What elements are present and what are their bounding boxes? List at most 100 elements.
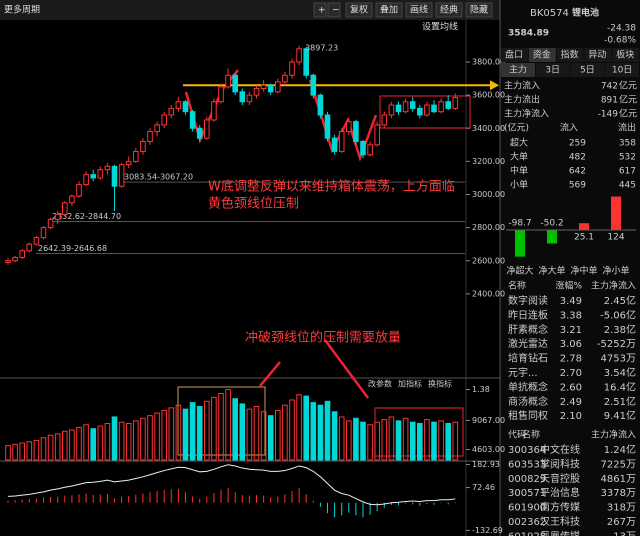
tab[interactable] [528, 48, 556, 62]
volume-bar [133, 420, 139, 461]
tool-button-label: + [318, 6, 326, 16]
name: 锂电池 [572, 7, 599, 19]
list-cell: 掌阅科技 [540, 457, 580, 470]
candle-body [338, 131, 345, 152]
candle-body [204, 119, 210, 139]
volume-bar [289, 399, 295, 461]
subtab[interactable] [535, 63, 570, 77]
flow-cell: 超大 [510, 137, 528, 149]
volume-bar [189, 402, 196, 461]
list-cell: 318万 [607, 503, 636, 514]
tool-button[interactable] [375, 2, 403, 18]
list-cell: 267万 [607, 517, 636, 528]
volume-bar [83, 424, 89, 461]
candle-body [282, 74, 288, 83]
tool-button[interactable] [313, 2, 327, 18]
list-cell: 603533 [508, 459, 546, 470]
subtab[interactable] [570, 63, 605, 77]
price-box [379, 95, 471, 129]
candle-body [367, 144, 373, 156]
net-bar [515, 230, 525, 257]
volume-bar [445, 422, 451, 461]
volume-bar [225, 389, 231, 461]
candle-body [125, 160, 132, 166]
level-label: 2642.39-2646.68 [38, 244, 107, 253]
list-cell: 元宇... [508, 366, 538, 379]
list-header: 主力净流入 [591, 429, 636, 441]
list-cell: 单抗概念 [508, 380, 548, 393]
indicator-button-label: 加指标 [398, 379, 422, 389]
net-label: 净中单 [570, 265, 597, 277]
tab[interactable] [501, 48, 528, 62]
tool-button[interactable] [435, 2, 463, 18]
list-cell: 中文在线 [540, 443, 580, 456]
volume-bar [409, 421, 416, 461]
candle-body [431, 104, 437, 113]
candle-body [211, 101, 217, 121]
change: -24.38 [607, 24, 636, 34]
tool-button-label: 叠加 [380, 5, 398, 16]
volume-bar [324, 400, 331, 461]
candle-body [47, 218, 54, 229]
net-label: 净超大 [506, 265, 533, 277]
list-cell: 昨日连板 [508, 308, 548, 321]
candle-body [33, 237, 40, 245]
tab[interactable] [556, 48, 584, 62]
dif-line [7, 464, 456, 506]
list-cell: 300364 [508, 445, 546, 456]
volume-bar [417, 422, 423, 461]
tab[interactable] [584, 48, 612, 62]
volume-bar [104, 422, 111, 461]
list-cell: -5252万 [597, 339, 636, 350]
y-tick-label: -132.69 [472, 526, 503, 535]
list-cell: 7225万 [601, 459, 636, 470]
pct: -0.68% [604, 36, 636, 46]
candle-body [161, 114, 167, 126]
list-cell: 4753万 [601, 354, 636, 365]
indicator-button-label: 换指标 [428, 379, 452, 389]
candle-body [267, 84, 274, 93]
tool-button[interactable] [465, 2, 493, 18]
tool-button[interactable] [405, 2, 433, 18]
candle-body [19, 250, 25, 258]
tool-button[interactable] [345, 2, 373, 18]
candle-body [76, 184, 82, 197]
flow-cell: 358 [619, 139, 636, 149]
candle-body [196, 127, 203, 139]
candle-body [175, 101, 182, 109]
volume-bar [353, 417, 359, 461]
list-cell: 3.49 [560, 296, 582, 307]
volume-bar [431, 421, 437, 461]
candle-body [438, 101, 444, 113]
y-tick-label: 2800.00 [472, 223, 505, 232]
candle-body [260, 84, 267, 89]
indicator-button-label: 改参数 [368, 379, 392, 389]
flow-cell: 617 [619, 167, 636, 177]
list-header: 代码 [508, 430, 526, 441]
volume-bar [267, 415, 274, 461]
candle-body [62, 202, 68, 215]
subtab[interactable] [605, 63, 640, 77]
candle-body [246, 94, 253, 103]
candle-body [445, 101, 451, 109]
tab-label: 盘口 [505, 49, 523, 61]
list-cell: 2.78 [560, 354, 582, 365]
list-cell: 培育钻石 [508, 352, 548, 365]
tool-button[interactable] [327, 2, 341, 18]
volume-bar [47, 434, 54, 461]
subtab[interactable] [501, 63, 535, 77]
volume-bar [33, 439, 40, 461]
candle-body [189, 111, 196, 129]
flow-cell: 532 [619, 153, 636, 163]
list-cell: 数字阅读 [508, 294, 548, 307]
tab[interactable] [612, 48, 640, 62]
list-cell: 3.54亿 [604, 366, 636, 379]
code: BK0574 [530, 8, 569, 19]
volume-bar [154, 412, 160, 461]
net-label: 净小单 [602, 265, 629, 277]
volume-bar [232, 398, 238, 461]
volume-bar [204, 400, 210, 461]
volume-bar [161, 409, 167, 461]
list-cell: 9.41亿 [604, 409, 636, 422]
